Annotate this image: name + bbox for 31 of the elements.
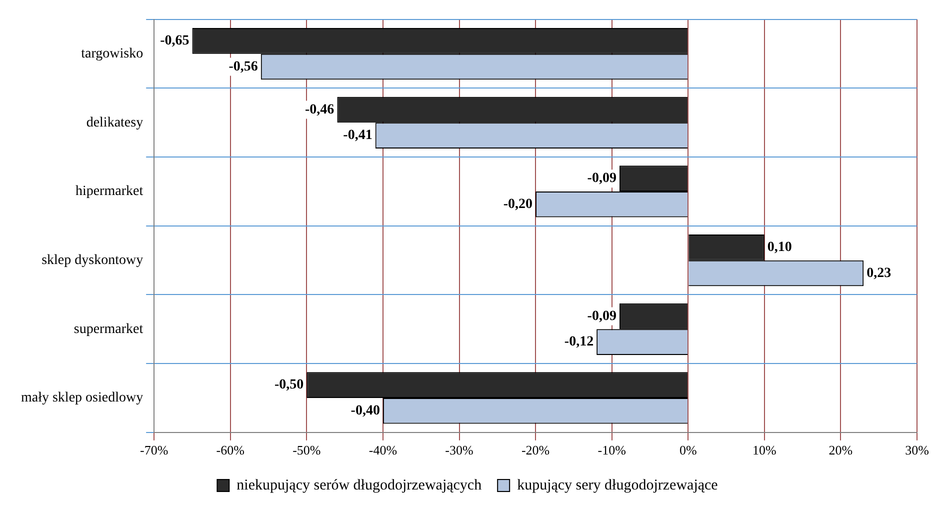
x-tick-label: 0% — [679, 442, 697, 458]
data-label: -0,09 — [587, 171, 616, 186]
x-tick-label: -10% — [598, 442, 626, 458]
y-tick-label: hipermarket — [75, 184, 144, 200]
x-tick-label: -50% — [292, 442, 321, 458]
x-tick-label: 30% — [905, 442, 930, 458]
data-label: -0,50 — [274, 378, 304, 393]
data-label: -0,09 — [587, 308, 616, 324]
data-label: -0,65 — [160, 34, 190, 49]
x-tick-label: -60% — [216, 442, 245, 458]
data-label: 0,23 — [866, 266, 892, 281]
legend-label: kupujący sery długodojrzewające — [517, 477, 718, 494]
data-label: -0,12 — [564, 334, 594, 350]
x-tick-label: -30% — [445, 442, 474, 458]
data-label: 0,10 — [767, 240, 792, 256]
data-label: -0,20 — [503, 197, 533, 212]
legend-label: niekupujący serów długodojrzewających — [236, 477, 482, 494]
x-tick-label: -70% — [140, 442, 168, 458]
y-tick-label: delikatesy — [86, 115, 144, 130]
data-label: -0,46 — [305, 102, 334, 118]
y-tick-label: supermarket — [74, 322, 144, 337]
x-tick-label: -40% — [368, 442, 398, 458]
x-tick-label: -20% — [521, 442, 550, 458]
x-tick-label: 10% — [752, 442, 776, 458]
y-tick-label: sklep dyskontowy — [42, 252, 144, 268]
data-label: -0,40 — [350, 404, 380, 418]
y-tick-label: targowisko — [81, 46, 144, 62]
y-tick-label: mały sklep osiedlowy — [20, 390, 144, 406]
data-label: -0,56 — [228, 59, 258, 74]
x-tick-label: 20% — [828, 442, 853, 458]
data-label: -0,41 — [343, 128, 372, 144]
